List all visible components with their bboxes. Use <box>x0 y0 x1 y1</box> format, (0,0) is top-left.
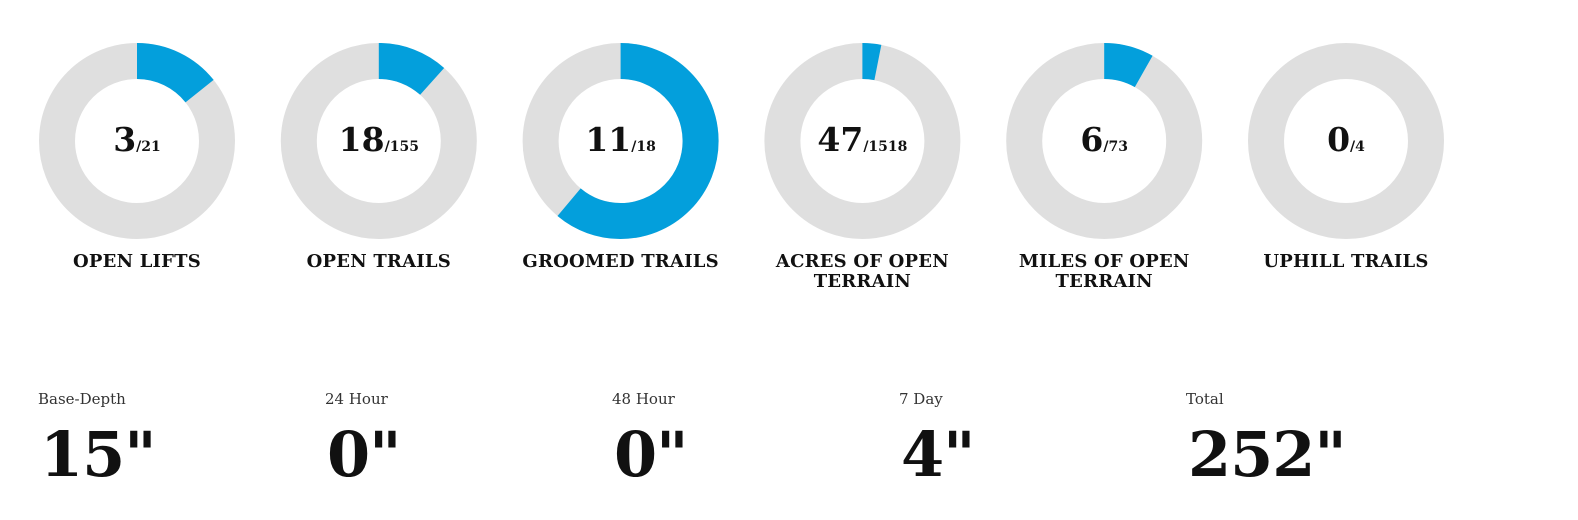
snow-value: 0" <box>327 418 401 491</box>
total-count: /4 <box>1350 139 1365 155</box>
gauge-count: 47/1518 <box>782 120 942 159</box>
gauge-count: 6/73 <box>1024 120 1184 159</box>
gauge-arc <box>280 43 477 239</box>
gauge-count: 18/155 <box>299 120 459 159</box>
open-count: 6 <box>1080 120 1104 159</box>
total-count: /1518 <box>863 139 908 155</box>
total-count: /73 <box>1103 139 1128 155</box>
gauge-label: OPEN LIFTS <box>73 251 201 272</box>
gauge-label: ACRES OF OPEN TERRAIN <box>775 251 949 292</box>
gauge-count: 11/18 <box>541 120 701 159</box>
open-count: 11 <box>585 120 632 159</box>
gauge-arc <box>764 43 961 239</box>
snow-value: 15" <box>40 418 157 491</box>
snow-label: 7 Day <box>899 390 943 408</box>
gauge-label: MILES OF OPEN TERRAIN <box>1018 251 1190 292</box>
gauge-arc <box>1006 43 1203 239</box>
gauge-arc <box>39 43 235 239</box>
gauge-arc <box>522 43 719 239</box>
open-count: 3 <box>113 120 137 159</box>
total-count: /21 <box>136 139 161 155</box>
gauge-label: OPEN TRAILS <box>306 251 451 272</box>
open-count: 47 <box>817 120 864 159</box>
gauge-label: UPHILL TRAILS <box>1263 251 1429 272</box>
snow-label: 48 Hour <box>612 390 675 408</box>
snow-value: 0" <box>614 418 688 491</box>
gauge-track <box>1248 43 1444 239</box>
snow-value: 4" <box>901 418 975 491</box>
gauge-count: 0/4 <box>1266 120 1426 159</box>
gauge-label: GROOMED TRAILS <box>522 251 719 272</box>
open-count: 18 <box>338 120 385 159</box>
open-count: 0 <box>1327 120 1351 159</box>
snow-label: Total <box>1186 390 1224 408</box>
gauge-count: 3/21 <box>57 120 217 159</box>
total-count: /155 <box>384 139 419 155</box>
total-count: /18 <box>631 139 656 155</box>
snow-value: 252" <box>1188 418 1347 491</box>
snow-label: Base-Depth <box>38 390 126 408</box>
snow-label: 24 Hour <box>325 390 388 408</box>
